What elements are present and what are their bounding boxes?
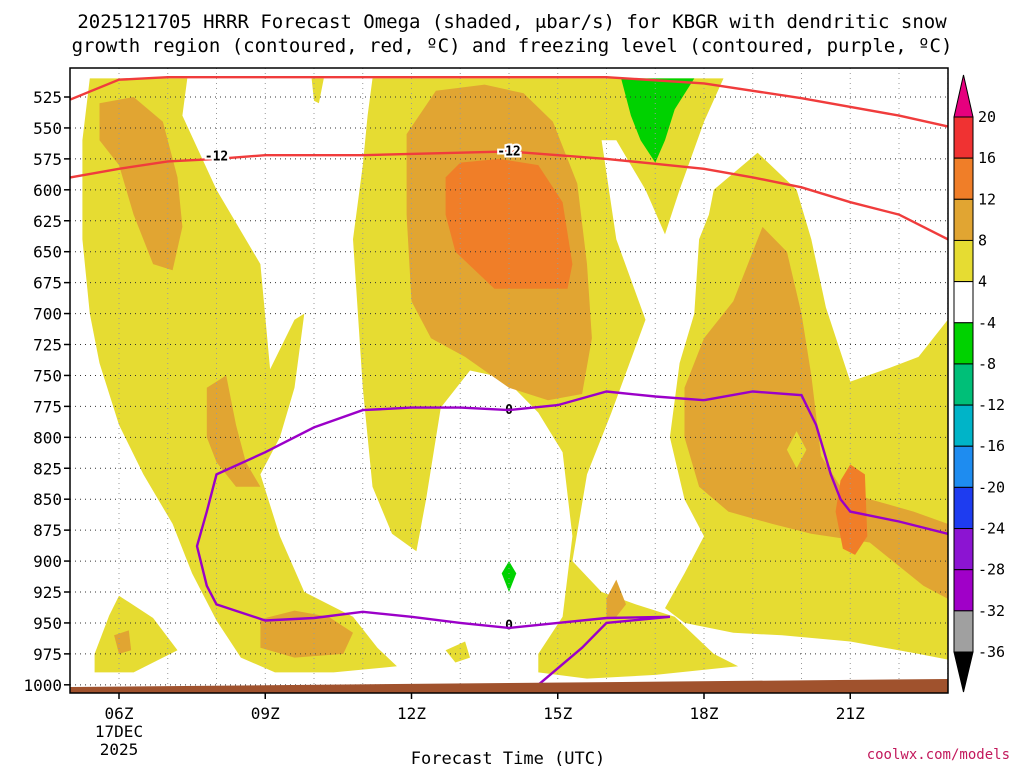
y-tick-label-725: 725	[33, 336, 62, 355]
omega-12-right	[835, 464, 868, 555]
colorbar-label-5: -4	[978, 314, 996, 332]
x-date-label-0: 17DEC	[95, 722, 143, 741]
plot-area: -12 -120052555057560062565067570072575077…	[23, 67, 949, 759]
omega-4-small-blob-bottom	[445, 641, 470, 663]
y-tick-label-900: 900	[33, 552, 62, 571]
omega-8-left-lower	[260, 610, 353, 658]
credit-text: coolwx.com/models	[867, 747, 1010, 763]
colorbar-label-12: -32	[978, 602, 1005, 620]
y-tick-label-800: 800	[33, 428, 62, 447]
y-tick-label-850: 850	[33, 490, 62, 509]
omega-8-left-middle	[206, 375, 261, 487]
y-tick-label-525: 525	[33, 88, 62, 107]
y-tick-label-700: 700	[33, 305, 62, 324]
contour-freezing-level-tail	[537, 615, 671, 686]
x-tick-label-21Z: 21Z	[836, 704, 865, 723]
omega-8-right	[684, 226, 948, 599]
colorbar-swatch-8	[953, 445, 974, 488]
omega-shading	[82, 78, 948, 679]
y-tick-label-675: 675	[33, 274, 62, 293]
contour-freezing-level-loop	[195, 390, 705, 630]
omega-8-left-upper	[99, 97, 183, 271]
x-date-label-1: 2025	[100, 740, 139, 759]
y-tick-label-875: 875	[33, 521, 62, 540]
colorbar-label-3: 8	[978, 231, 987, 249]
colorbar-label-9: -20	[978, 478, 1005, 496]
colorbar-label-1: 16	[978, 149, 996, 167]
y-tick-label-925: 925	[33, 583, 62, 602]
contour-label-freezing-level-1: 0	[505, 618, 513, 633]
plot-frame	[69, 67, 949, 694]
omega-8-right-small	[606, 579, 626, 617]
colorbar-label-4: 4	[978, 273, 987, 291]
colorbar-swatch-2	[953, 198, 974, 241]
colorbar-swatch-5	[953, 322, 974, 365]
x-tick-label-15Z: 15Z	[543, 704, 572, 723]
y-tick-label-650: 650	[33, 243, 62, 262]
x-tick-label-06Z: 06Z	[105, 704, 134, 723]
x-tick-label-18Z: 18Z	[690, 704, 719, 723]
y-tick-label-600: 600	[33, 181, 62, 200]
colorbar-swatch-3	[953, 239, 974, 283]
colorbar-label-10: -24	[978, 520, 1005, 538]
contour-dgz-lower	[70, 150, 948, 241]
grid	[70, 68, 949, 693]
terrain-band	[70, 679, 948, 693]
y-tick-label-1000: 1000	[23, 676, 62, 695]
y-tick-label-775: 775	[33, 397, 62, 416]
contour-label-dgz-lower-0: -12	[205, 149, 228, 164]
omega-neg4-top	[621, 78, 695, 163]
contour-dgz-upper	[70, 76, 948, 128]
colorbar-swatch-9	[953, 486, 974, 530]
omega-neg4-small	[501, 561, 517, 592]
colorbar-bottom-arrow	[953, 651, 974, 693]
colorbar-swatch-4	[953, 281, 974, 324]
y-tick-label-825: 825	[33, 459, 62, 478]
y-tick-label-950: 950	[33, 614, 62, 633]
colorbar-swatch-11	[953, 569, 974, 612]
colorbar-swatch-10	[953, 528, 974, 571]
chart-title-line-2: growth region (contoured, red, ºC) and f…	[72, 35, 953, 57]
y-tick-label-625: 625	[33, 212, 62, 231]
y-tick-label-550: 550	[33, 119, 62, 138]
chart-title-line-1: 2025121705 HRRR Forecast Omega (shaded, …	[77, 11, 947, 33]
contour-freezing-level	[703, 390, 948, 536]
colorbar: 20 16 12 8 4 -4 -8 -12 -16 -20 -24 -28 -32 -36	[953, 74, 1005, 693]
x-tick-label-09Z: 09Z	[251, 704, 280, 723]
y-tick-label-975: 975	[33, 645, 62, 664]
colorbar-label-8: -16	[978, 437, 1005, 455]
y-tick-label-750: 750	[33, 366, 62, 385]
colorbar-swatch-12	[953, 610, 974, 653]
colorbar-swatch-1	[953, 157, 974, 200]
x-tick-label-12Z: 12Z	[397, 704, 426, 723]
colorbar-swatch-6	[953, 363, 974, 406]
contour-label-dgz-lower-1: -12	[497, 144, 520, 159]
omega-8-lower-small	[114, 630, 132, 654]
colorbar-label-7: -12	[978, 396, 1005, 414]
omega-4-hole-right	[786, 431, 807, 469]
colorbar-label-11: -28	[978, 561, 1005, 579]
x-axis-label: Forecast Time (UTC)	[411, 749, 605, 768]
colorbar-swatch-7	[953, 404, 974, 447]
colorbar-label-2: 12	[978, 190, 996, 208]
colorbar-swatch-0	[953, 116, 974, 159]
omega-4-lower-left	[94, 595, 178, 673]
colorbar-label-0: 20	[978, 108, 996, 126]
colorbar-label-6: -8	[978, 355, 996, 373]
colorbar-top-arrow	[953, 74, 974, 118]
omega-4-small-blob-top	[311, 78, 324, 104]
colorbar-label-13: -36	[978, 643, 1005, 661]
y-tick-label-575: 575	[33, 150, 62, 169]
